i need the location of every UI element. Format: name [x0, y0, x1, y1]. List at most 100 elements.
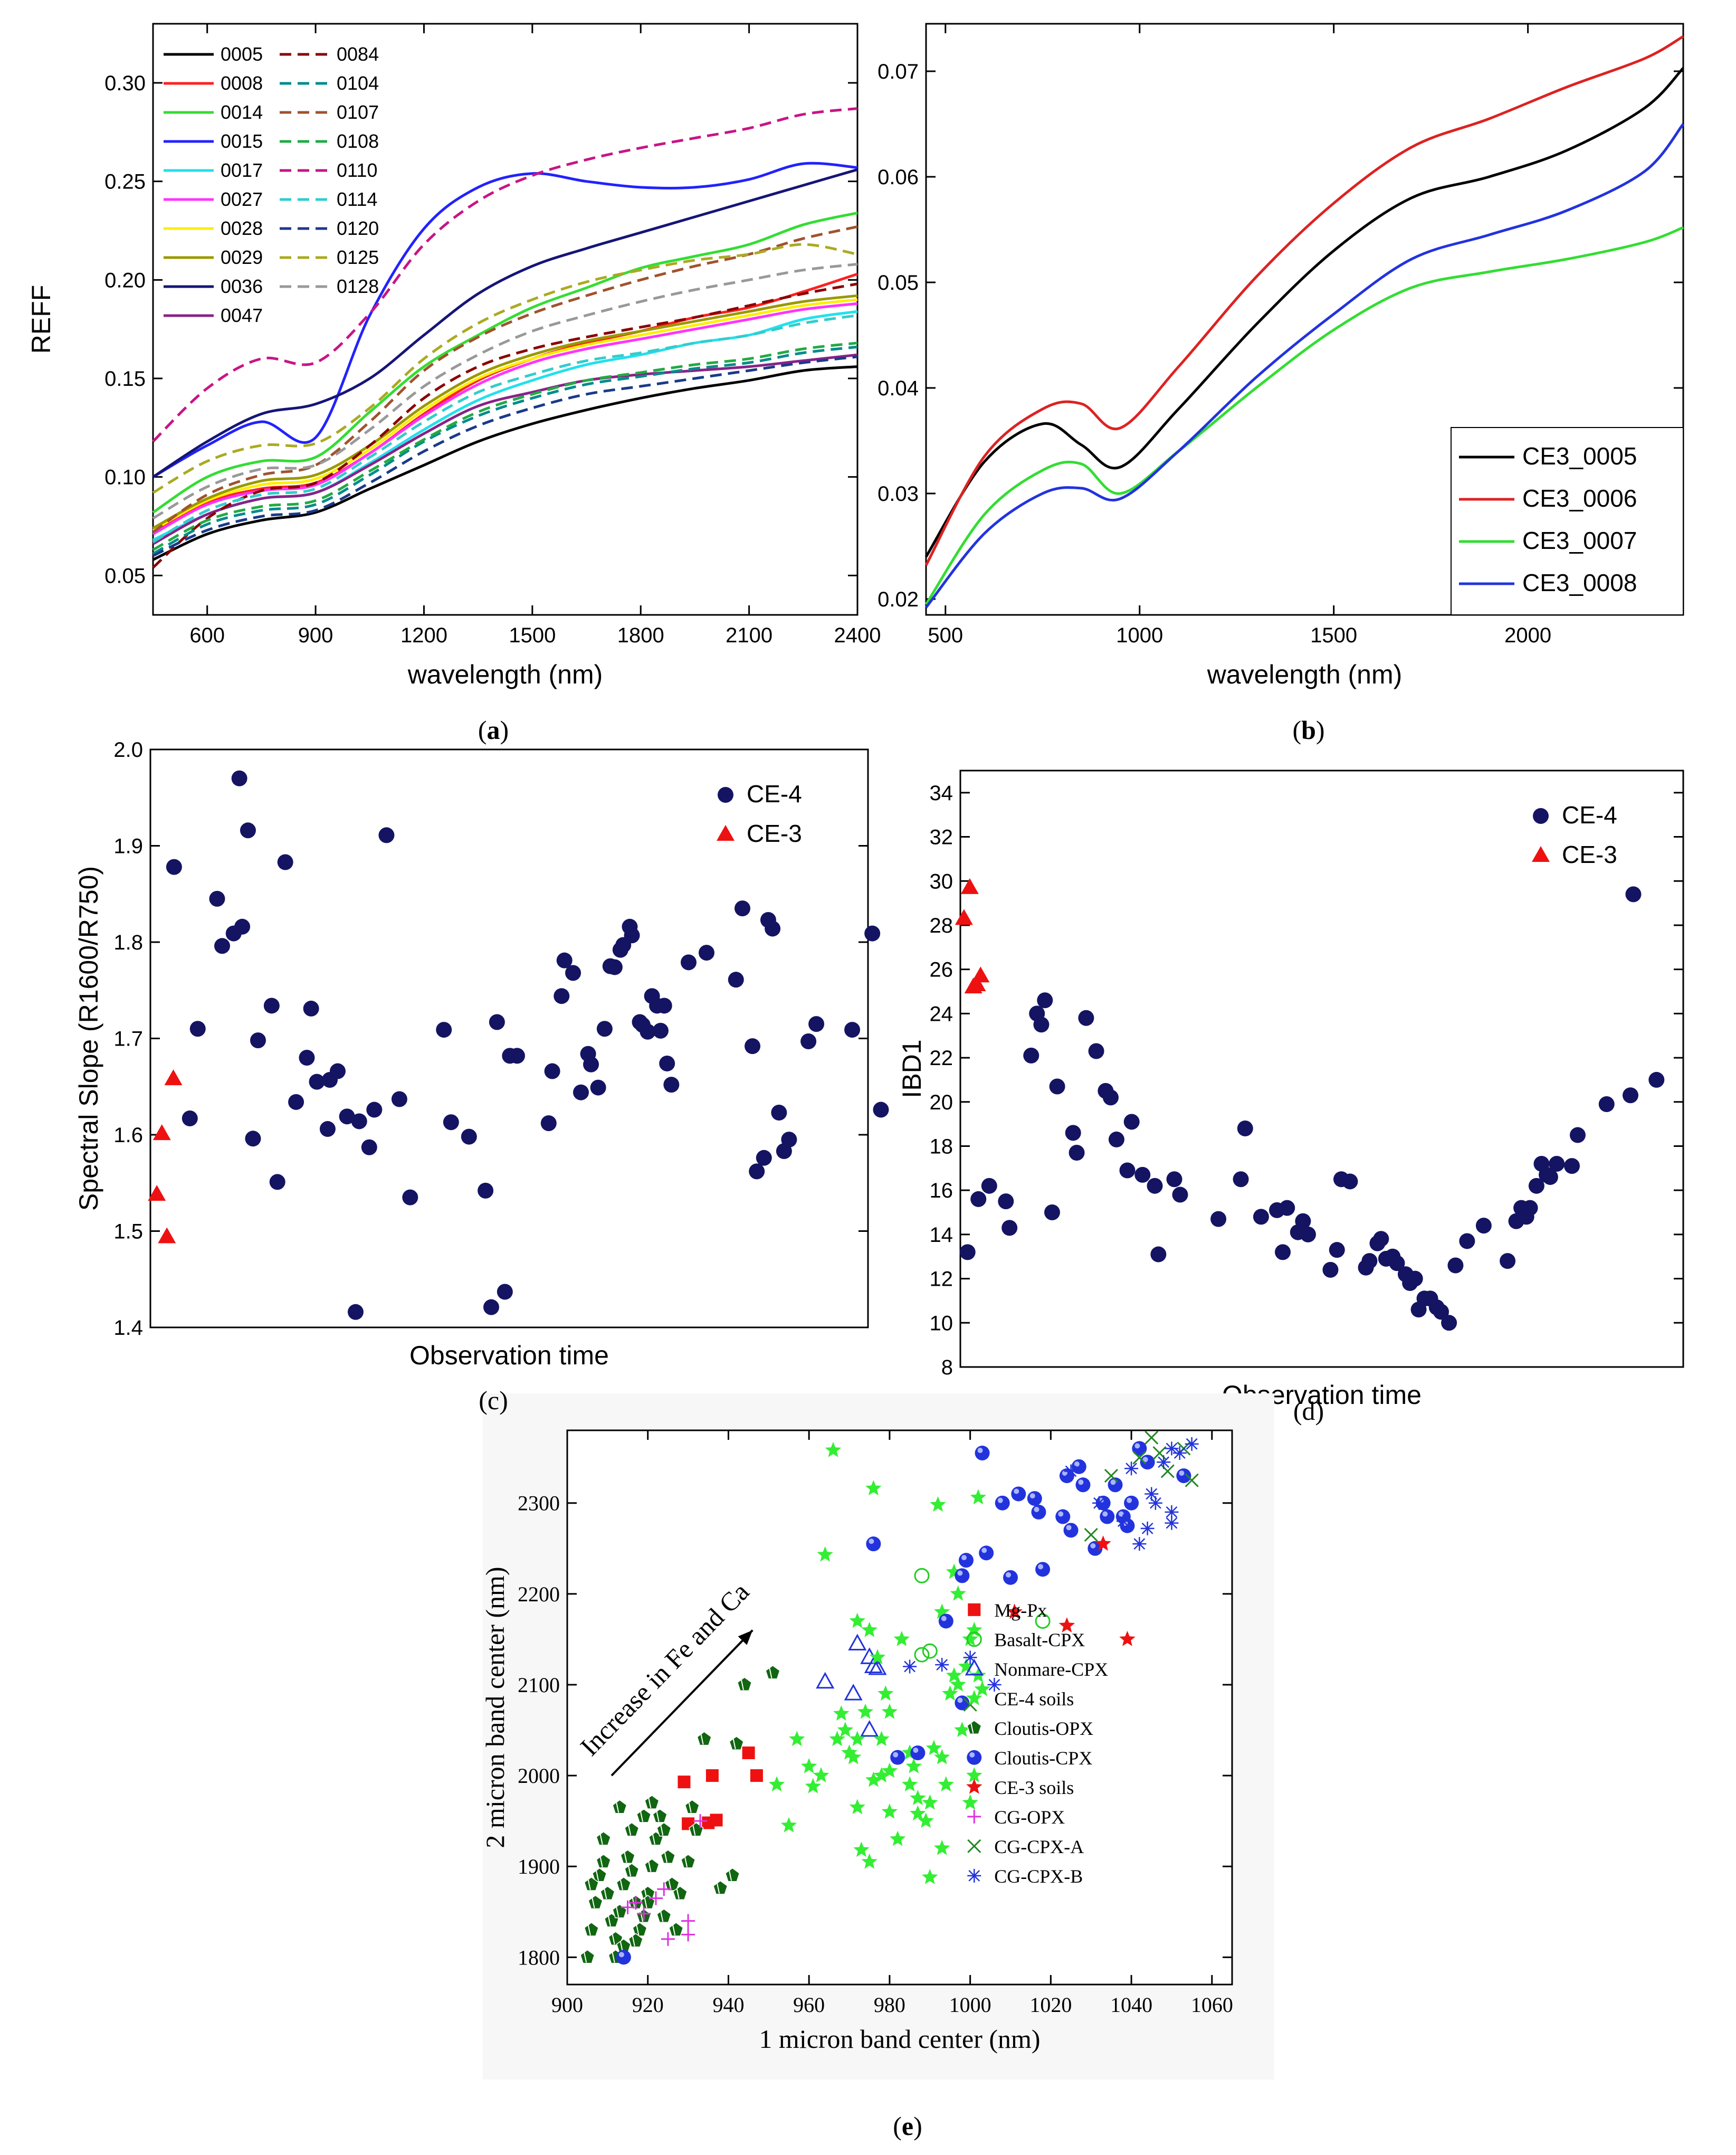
data-point-CE-4 soils — [901, 1744, 918, 1760]
data-point-CE-4 — [402, 1189, 418, 1205]
y-tick-label: 1900 — [518, 1855, 560, 1878]
y-tick-label: 0.07 — [877, 60, 919, 83]
legend-label: CE-4 — [1562, 801, 1617, 829]
data-point-CG-OPX — [621, 1900, 635, 1914]
data-point-CE-4 — [1088, 1043, 1104, 1059]
legend-marker-Basalt-CPX — [966, 1631, 982, 1647]
data-point-Nonmare-CPX — [868, 1658, 887, 1675]
data-point-CE-4 — [573, 1084, 589, 1100]
legend-label: CE3_0006 — [1522, 485, 1637, 512]
x-tick-label: 940 — [712, 1993, 744, 2017]
series-line-0108 — [152, 341, 858, 551]
data-point-Nonmare-CPX — [816, 1672, 835, 1689]
legend-label: 0015 — [221, 130, 263, 152]
data-point-CE-3 soils — [1058, 1617, 1075, 1632]
data-point-Cloutis-CPX-shine — [1142, 1457, 1148, 1463]
x-axis-label: wavelength (nm) — [1207, 660, 1403, 689]
series-line-0029 — [152, 294, 858, 529]
data-point-CE-4 — [844, 1022, 861, 1038]
data-point-CE-4 — [771, 1105, 787, 1121]
series-line-0128 — [152, 263, 858, 520]
data-point-Cloutis-CPX-shine — [1058, 1511, 1064, 1517]
series-line-0120 — [152, 355, 858, 557]
series-line-0125 — [152, 243, 858, 494]
y-axis-label: 2 micron band center (nm) — [480, 1567, 510, 1848]
y-tick-label: 1.6 — [113, 1124, 143, 1147]
legend-label: Cloutis-OPX — [994, 1718, 1093, 1739]
data-point-CE-4 — [1023, 1047, 1039, 1064]
data-point-CG-CPX-A — [1104, 1469, 1118, 1483]
data-point-Cloutis-OPX-shade — [672, 1925, 676, 1935]
caption-paren: ( — [1292, 715, 1301, 745]
y-axis-label: REFF — [26, 285, 56, 354]
data-point-CE-4 — [970, 1191, 987, 1207]
data-point-CE-3 soils — [1095, 1535, 1111, 1551]
data-point-CG-CPX-B — [1165, 1516, 1179, 1530]
series-line-CE3_0008 — [925, 123, 1684, 609]
data-point-Cloutis-CPX-shine — [1127, 1497, 1132, 1503]
data-point-Cloutis-OPX-shade — [729, 1871, 732, 1881]
data-point-CE-4 — [1049, 1078, 1065, 1095]
legend-label: Cloutis-CPX — [994, 1748, 1092, 1769]
data-point-Mg-Px — [710, 1814, 723, 1827]
data-point-Cloutis-OPX-shade — [616, 1907, 619, 1917]
data-point-Cloutis-CPX — [1031, 1504, 1046, 1520]
series-line-0015 — [152, 162, 858, 478]
data-point-CE-3 — [158, 1227, 176, 1243]
data-point-CE-4 — [1598, 1096, 1615, 1112]
data-point-CE-4 soils — [922, 1794, 938, 1810]
data-point-Cloutis-CPX-shine — [941, 1616, 947, 1621]
data-point-Cloutis-OPX-shade — [648, 1862, 652, 1872]
data-point-Cloutis-OPX-shade — [619, 1941, 623, 1952]
data-point-Cloutis-CPX-shine — [913, 1748, 919, 1753]
data-point-CE-4 — [461, 1128, 477, 1145]
data-point-CE-4 — [590, 1079, 606, 1096]
data-point-Cloutis-OPX-shade — [644, 1897, 647, 1909]
legend-label: CG-CPX-A — [994, 1836, 1084, 1857]
data-point-Cloutis-CPX-shine — [1078, 1479, 1084, 1485]
data-point-CE-4 — [556, 952, 573, 969]
legend-label: 0028 — [221, 217, 263, 239]
data-point-CE-4 soils — [768, 1776, 785, 1792]
data-point-CE-4 — [1564, 1158, 1580, 1174]
series-line-0036 — [152, 168, 858, 478]
data-point-CE-4 — [1037, 992, 1053, 1009]
data-point-CE-4 — [309, 1074, 325, 1090]
data-point-CE-4 — [565, 965, 581, 981]
data-point-Cloutis-CPX-shine — [1074, 1461, 1080, 1467]
data-point-CE-4 — [554, 988, 570, 1004]
data-point-Basalt-CPX — [914, 1647, 930, 1663]
data-point-Basalt-CPX — [1035, 1613, 1051, 1629]
x-tick-label: 1040 — [1110, 1993, 1152, 2017]
data-point-CE-4 — [478, 1182, 494, 1199]
data-point-Cloutis-OPX-shade — [619, 1879, 623, 1890]
x-tick-label: 1800 — [617, 624, 664, 647]
data-point-CG-CPX-B — [1157, 1455, 1171, 1469]
y-tick-label: 18 — [930, 1135, 953, 1158]
data-point-CE-4 — [1253, 1209, 1269, 1225]
data-point-CE-4 — [749, 1163, 765, 1180]
data-point-CE-4 soils — [942, 1685, 958, 1701]
data-point-Cloutis-CPX — [959, 1553, 974, 1568]
data-point-CE-4 — [1500, 1253, 1516, 1269]
series-line-0114 — [152, 314, 858, 544]
data-point-CG-OPX — [649, 1891, 663, 1905]
data-point-CE-4 — [728, 972, 744, 988]
data-point-Cloutis-CPX — [979, 1545, 994, 1561]
data-point-Basalt-CPX — [914, 1568, 930, 1583]
data-point-CE-4 — [540, 1115, 557, 1132]
data-point-CE-4 — [182, 1110, 198, 1126]
data-point-CE-4 — [231, 770, 247, 786]
y-tick-label: 1.4 — [113, 1316, 143, 1340]
data-point-Cloutis-OPX-shade — [717, 1883, 720, 1894]
data-point-CE-4 soils — [841, 1744, 857, 1760]
y-tick-label: 0.03 — [877, 482, 919, 506]
y-tick-label: 2200 — [518, 1582, 560, 1606]
data-point-CE-4 soils — [817, 1546, 833, 1562]
data-point-Cloutis-CPX — [1003, 1570, 1018, 1585]
data-point-CE-4 — [319, 1121, 336, 1137]
data-point-CE-4 soils — [881, 1762, 898, 1778]
legend-label: Nonmare-CPX — [994, 1659, 1108, 1680]
y-tick-label: 26 — [930, 958, 953, 982]
